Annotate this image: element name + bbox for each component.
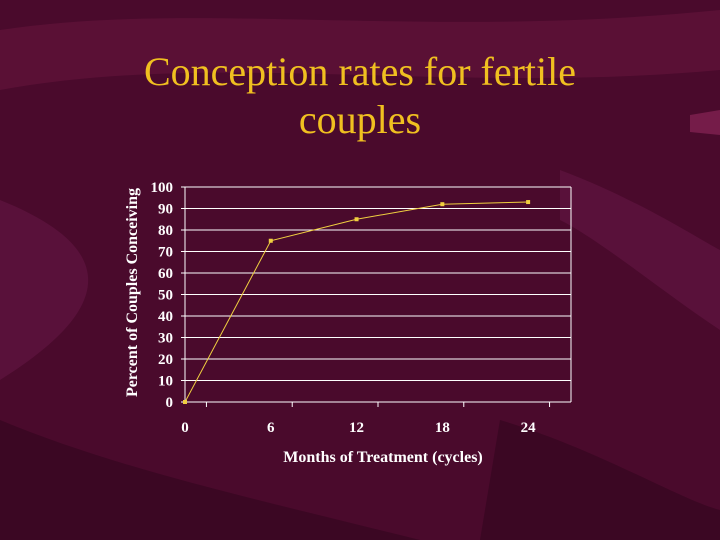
- x-tick-label: 18: [435, 420, 450, 436]
- data-point: [183, 400, 187, 404]
- y-tick-label: 0: [166, 395, 174, 411]
- x-tick-label: 12: [349, 420, 364, 436]
- slide-title: Conception rates for fertile couples: [60, 48, 660, 144]
- x-tick-label: 0: [181, 420, 189, 436]
- y-tick-label: 10: [158, 374, 173, 390]
- y-axis-label: Percent of Couples Conceiving: [124, 188, 141, 397]
- y-tick-label: 50: [158, 288, 173, 304]
- x-tick-label: 24: [521, 420, 537, 436]
- x-tick-label: 6: [267, 420, 275, 436]
- y-tick-label: 20: [158, 352, 173, 368]
- x-tick-labels: 0 6 12 18 24: [181, 402, 551, 436]
- slide-title-line-2: couples: [298, 97, 422, 142]
- slide-title-line-1: Conception rates for fertile: [143, 49, 577, 94]
- series: [183, 200, 531, 404]
- y-tick-label: 100: [151, 180, 174, 196]
- series-line: [184, 201, 529, 403]
- y-tick-labels: 0 10 20 30 40 50 60 70 80 90 100: [151, 180, 185, 411]
- data-point: [440, 202, 445, 207]
- data-point: [268, 238, 273, 243]
- y-tick-label: 30: [158, 331, 173, 347]
- y-tick-label: 40: [158, 309, 173, 325]
- y-tick-label: 70: [158, 245, 173, 261]
- data-point: [526, 200, 531, 205]
- x-axis-label: Months of Treatment (cycles): [283, 449, 483, 466]
- y-tick-label: 90: [158, 202, 173, 218]
- y-tick-label: 80: [158, 223, 173, 239]
- data-point: [354, 217, 359, 222]
- y-tick-label: 60: [158, 266, 173, 282]
- gridlines: [185, 186, 571, 381]
